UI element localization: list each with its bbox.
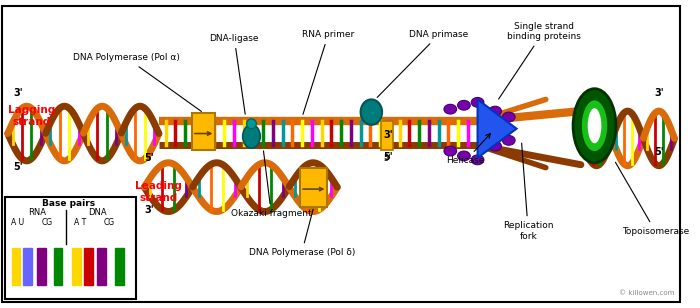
- Bar: [84, 248, 92, 285]
- Ellipse shape: [588, 108, 601, 143]
- Text: 3': 3': [654, 88, 664, 99]
- Text: DNA Polymerase (Pol δ): DNA Polymerase (Pol δ): [248, 209, 355, 257]
- Text: A U: A U: [11, 218, 24, 227]
- Ellipse shape: [582, 100, 607, 151]
- Ellipse shape: [243, 125, 260, 148]
- Text: Lagging
strand: Lagging strand: [8, 105, 55, 127]
- Text: 5': 5': [13, 162, 23, 172]
- Text: Single strand
binding proteins: Single strand binding proteins: [498, 22, 581, 99]
- Text: 5': 5': [144, 153, 154, 163]
- Text: DNA Polymerase (Pol α): DNA Polymerase (Pol α): [73, 53, 202, 111]
- Ellipse shape: [444, 104, 456, 114]
- Text: Helicase: Helicase: [447, 134, 491, 165]
- Ellipse shape: [489, 106, 501, 116]
- Text: CG: CG: [104, 218, 115, 227]
- Text: RNA: RNA: [28, 209, 46, 217]
- Text: Okazaki fragment: Okazaki fragment: [231, 151, 312, 218]
- Bar: [54, 248, 62, 285]
- FancyBboxPatch shape: [192, 113, 216, 150]
- Bar: [37, 248, 46, 285]
- Text: © killowen.com: © killowen.com: [619, 290, 674, 296]
- Text: 3': 3': [13, 88, 23, 99]
- Text: DNA-ligase: DNA-ligase: [209, 34, 259, 114]
- Bar: [23, 248, 32, 285]
- Ellipse shape: [503, 136, 515, 145]
- Ellipse shape: [458, 100, 470, 110]
- Bar: [97, 248, 106, 285]
- Ellipse shape: [360, 99, 382, 125]
- FancyBboxPatch shape: [381, 121, 393, 150]
- Text: CG: CG: [41, 218, 52, 227]
- Text: Replication
fork: Replication fork: [503, 143, 554, 241]
- Bar: [72, 248, 81, 285]
- Bar: [12, 248, 20, 285]
- Text: DNA: DNA: [88, 209, 107, 217]
- FancyBboxPatch shape: [300, 168, 328, 207]
- Bar: [115, 248, 124, 285]
- Text: Base pairs: Base pairs: [42, 199, 94, 208]
- Text: DNA primase: DNA primase: [377, 30, 468, 97]
- Ellipse shape: [444, 146, 456, 156]
- Text: 5': 5': [654, 147, 664, 157]
- Ellipse shape: [573, 89, 616, 163]
- Text: Leading
strand: Leading strand: [135, 181, 182, 203]
- Text: 5': 5': [383, 152, 393, 162]
- Polygon shape: [477, 99, 517, 158]
- Ellipse shape: [503, 112, 515, 122]
- Ellipse shape: [246, 119, 256, 129]
- Ellipse shape: [458, 151, 470, 161]
- Ellipse shape: [471, 155, 484, 165]
- Text: 3': 3': [144, 205, 154, 216]
- Ellipse shape: [489, 141, 501, 151]
- Text: 3': 3': [383, 130, 393, 140]
- Text: Topoisomerase: Topoisomerase: [615, 162, 689, 236]
- Ellipse shape: [471, 97, 484, 107]
- Text: RNA primer: RNA primer: [302, 30, 354, 114]
- Bar: [5, 197, 136, 299]
- Text: A T: A T: [74, 218, 86, 227]
- Text: 5': 5': [383, 154, 391, 163]
